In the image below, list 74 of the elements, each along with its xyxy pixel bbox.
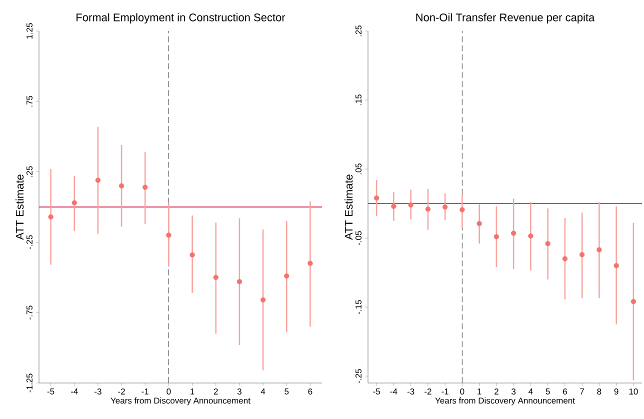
point [142, 184, 148, 190]
chart-title: Formal Employment in Construction Sector [76, 13, 286, 24]
point [442, 204, 448, 210]
y-tick-label: .75 [26, 96, 32, 107]
x-tick-label: 5 [284, 388, 289, 394]
x-tick-label: -3 [94, 388, 102, 395]
x-tick-label: 0 [166, 388, 171, 395]
x-tick-label: -5 [373, 388, 380, 394]
point [545, 240, 550, 246]
point [284, 273, 290, 279]
x-axis-title: Years from Discovery Announcement [110, 397, 250, 406]
x-tick-label: -1 [142, 388, 148, 394]
x-tick-label: 6 [308, 388, 312, 395]
point [579, 252, 585, 258]
x-tick-label: -4 [70, 388, 78, 394]
point [190, 252, 195, 258]
point [510, 230, 516, 236]
x-tick-label: 9 [614, 388, 618, 395]
y-tick-label: -.15 [356, 300, 362, 314]
y-axis-title: ATT Estimate [344, 174, 353, 240]
y-tick-label: .25 [355, 25, 362, 36]
y-tick-label: 1.25 [26, 23, 32, 39]
y-tick-label: -.25 [355, 369, 362, 384]
x-axis-title: Years from Discovery Announcement [435, 397, 575, 406]
point [408, 202, 414, 208]
y-tick-label: -1.25 [26, 374, 32, 392]
x-tick-label: 8 [597, 388, 602, 395]
x-tick-label: 4 [260, 388, 266, 394]
x-tick-label: 1 [478, 388, 482, 394]
point [391, 204, 396, 209]
x-tick-label: -5 [47, 388, 54, 394]
y-tick-label: .25 [26, 166, 32, 177]
y-tick-label: -.05 [355, 231, 362, 246]
x-tick-label: 10 [629, 388, 638, 395]
x-tick-label: -2 [118, 388, 125, 394]
point [95, 178, 101, 183]
chart-title: Non-Oil Transfer Revenue per capita [416, 13, 595, 24]
x-tick-label: 0 [460, 388, 464, 395]
y-tick-label: -.75 [26, 306, 32, 320]
x-tick-label: 3 [237, 388, 242, 395]
y-tick-label: -.25 [26, 235, 32, 250]
x-tick-label: 2 [214, 388, 218, 394]
point [460, 207, 465, 212]
x-tick-label: 1 [190, 388, 194, 394]
point [72, 200, 77, 206]
x-tick-label: 5 [546, 388, 550, 394]
point [374, 195, 380, 201]
y-tick-label: .05 [355, 163, 362, 174]
x-tick-label: 7 [580, 388, 584, 394]
point [614, 263, 619, 268]
y-axis-title: ATT Estimate [16, 174, 24, 240]
x-tick-label: 4 [528, 388, 533, 394]
point [213, 274, 218, 280]
x-tick-label: -2 [424, 388, 432, 394]
point [236, 279, 242, 284]
point [528, 233, 534, 239]
point [308, 260, 313, 266]
point [260, 297, 266, 303]
point [166, 232, 172, 238]
point [476, 220, 482, 226]
x-tick-label: -1 [442, 388, 448, 394]
point [562, 256, 568, 262]
point [494, 234, 500, 240]
point [596, 247, 602, 252]
x-tick-label: 3 [512, 388, 516, 395]
point [630, 298, 636, 304]
x-tick-label: 2 [494, 388, 498, 394]
y-tick-label: .15 [356, 94, 362, 106]
point [48, 214, 54, 220]
x-tick-label: 6 [563, 388, 567, 395]
point [425, 206, 431, 212]
x-tick-label: -4 [390, 388, 398, 394]
x-tick-label: -3 [407, 388, 414, 395]
point [118, 183, 124, 188]
